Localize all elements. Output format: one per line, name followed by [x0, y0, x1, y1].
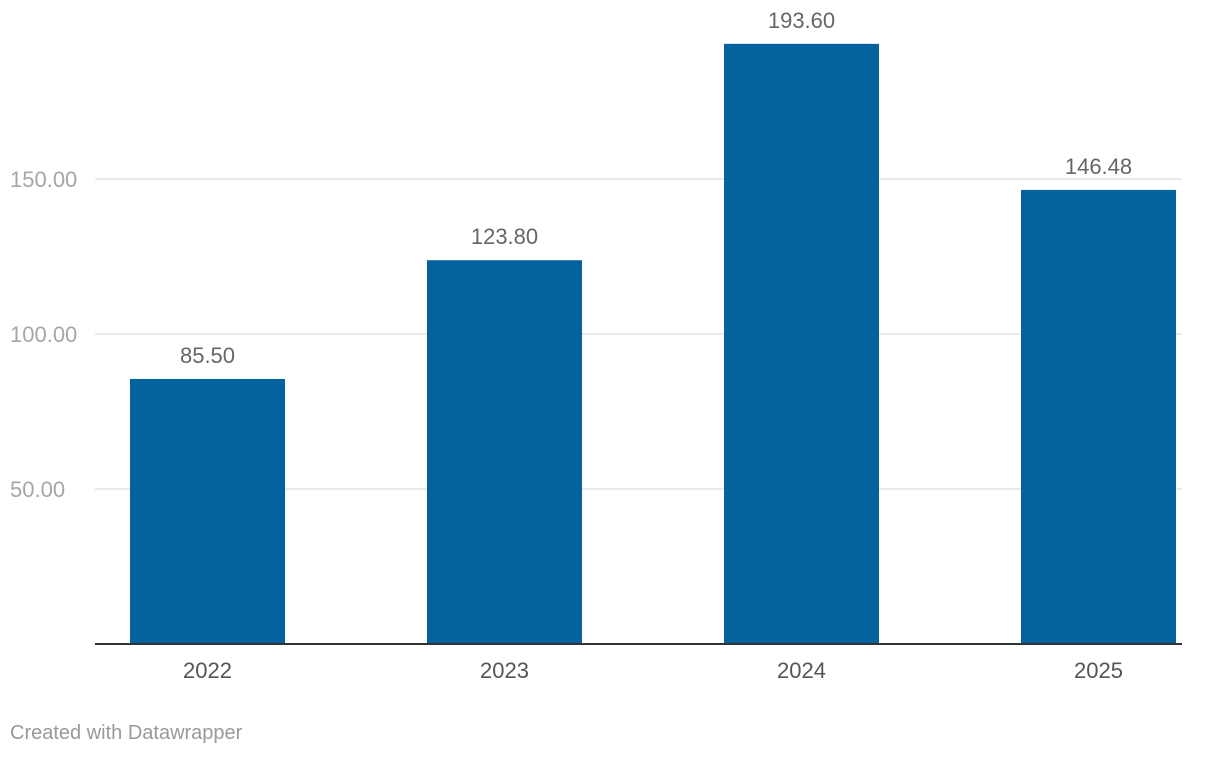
- x-tick-label: 2022: [183, 658, 232, 683]
- bar-2022: [130, 378, 285, 644]
- bar-2025: [1021, 189, 1176, 645]
- y-tick-label: 150.00: [10, 167, 77, 192]
- x-tick-label: 2025: [1074, 658, 1123, 683]
- bar-2023: [427, 260, 582, 644]
- credit-text: Created with Datawrapper: [10, 722, 243, 744]
- x-tick-label: 2023: [480, 658, 529, 683]
- y-tick-label: 100.00: [10, 322, 77, 347]
- bar-chart: 50.00 100.00 150.00 85.50 123.80 193.60 146.4…: [10, 8, 1182, 683]
- y-tick-label: 50.00: [10, 477, 65, 502]
- bar-2024: [724, 43, 879, 644]
- data-label: 85.50: [180, 343, 235, 368]
- bars: [130, 43, 1176, 645]
- data-label: 123.80: [471, 224, 538, 249]
- x-axis-ticks: 2022 2023 2024 2025: [183, 658, 1123, 683]
- data-label: 146.48: [1065, 154, 1132, 179]
- y-axis-ticks: 50.00 100.00 150.00: [10, 167, 77, 502]
- x-tick-label: 2024: [777, 658, 826, 683]
- data-labels: 85.50 123.80 193.60 146.48: [180, 8, 1132, 368]
- data-label: 193.60: [768, 8, 835, 33]
